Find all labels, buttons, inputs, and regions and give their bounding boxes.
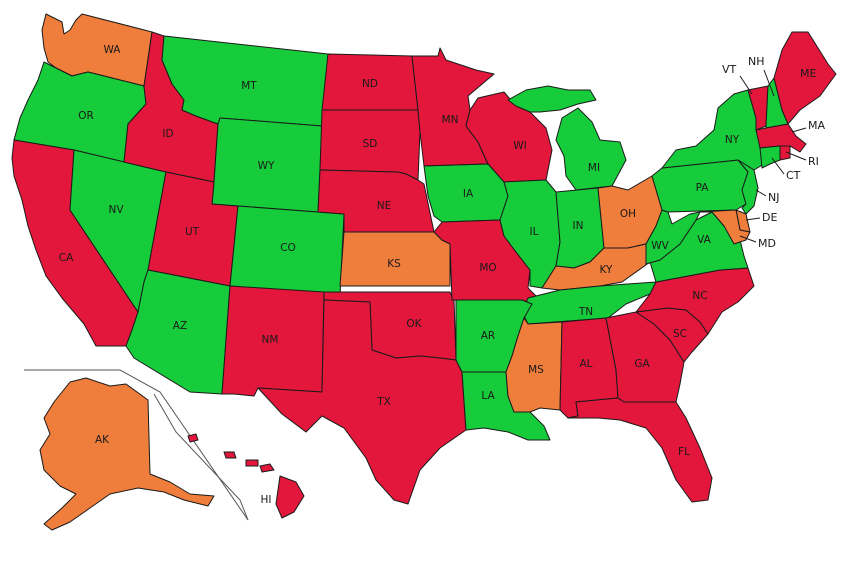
leader-ma (791, 127, 807, 133)
state-label-co: CO (280, 242, 296, 254)
callout-leaders (739, 69, 807, 243)
state-label-md: MD (758, 237, 776, 250)
state-label-wi: WI (513, 140, 526, 152)
state-label-id: ID (162, 128, 173, 140)
state-label-sd: SD (363, 138, 378, 150)
state-label-sc: SC (673, 328, 687, 340)
state-label-ks: KS (387, 258, 401, 270)
state-label-vt: VT (722, 63, 737, 76)
state-label-mi: MI (588, 162, 600, 174)
state-wv[interactable] (645, 209, 701, 265)
leader-md (739, 235, 757, 243)
state-label-wv: WV (651, 240, 669, 252)
state-ak[interactable] (39, 377, 215, 531)
state-label-tn: TN (578, 306, 593, 318)
state-label-me: ME (800, 67, 816, 80)
inset-divider (24, 369, 249, 521)
state-tn[interactable] (521, 281, 657, 325)
state-label-wy: WY (258, 160, 275, 172)
state-fl[interactable] (567, 397, 713, 503)
leader-ri (785, 151, 807, 161)
state-ri[interactable] (779, 145, 791, 161)
state-label-al: AL (579, 358, 592, 370)
leader-ct (771, 157, 785, 175)
state-label-hi: HI (261, 494, 272, 506)
state-labels: WA OR CA ID NV MT WY UT AZ CO NM ND SD NE KS OK TX MN IA MO… (59, 44, 826, 506)
state-label-nh: NH (748, 55, 765, 68)
state-label-de: DE (762, 211, 777, 224)
state-label-ca: CA (59, 252, 74, 264)
state-label-va: VA (697, 234, 712, 246)
state-nj[interactable] (737, 159, 759, 215)
state-label-ma: MA (808, 119, 825, 132)
state-label-fl: FL (678, 446, 690, 458)
state-hi[interactable] (187, 433, 305, 519)
state-label-ar: AR (481, 330, 495, 342)
state-label-nm: NM (262, 334, 279, 346)
state-md[interactable] (699, 209, 751, 245)
state-me[interactable] (773, 31, 837, 125)
state-label-nj: NJ (768, 191, 779, 204)
state-label-ne: NE (377, 200, 392, 212)
state-label-nv: NV (108, 204, 124, 216)
state-label-wa: WA (104, 44, 122, 56)
leader-nh (763, 69, 775, 97)
state-label-in: IN (573, 220, 584, 232)
state-label-or: OR (78, 110, 94, 122)
state-label-ny: NY (725, 134, 740, 146)
state-ne[interactable] (317, 169, 435, 233)
state-label-il: IL (530, 226, 539, 238)
state-label-ms: MS (528, 364, 544, 376)
state-label-ct: CT (786, 169, 801, 182)
state-label-ia: IA (463, 188, 474, 200)
state-label-ak: AK (95, 434, 110, 446)
leader-de (745, 217, 761, 221)
state-label-nd: ND (362, 78, 378, 90)
state-label-tx: TX (376, 396, 391, 408)
state-label-ut: UT (185, 226, 200, 238)
state-label-mn: MN (442, 114, 459, 126)
state-ny[interactable] (661, 89, 765, 171)
state-vt[interactable] (747, 85, 769, 131)
state-mi[interactable] (507, 85, 627, 191)
leader-nj (755, 189, 767, 197)
state-label-ga: GA (634, 358, 650, 370)
state-tx[interactable] (257, 299, 467, 505)
state-label-az: AZ (173, 320, 187, 332)
state-label-la: LA (481, 390, 495, 402)
leader-vt (739, 75, 753, 95)
inset-divider-hawaii (153, 393, 249, 521)
state-label-oh: OH (620, 208, 636, 220)
state-label-mo: MO (479, 262, 496, 274)
state-label-ky: KY (600, 264, 614, 276)
state-label-mt: MT (241, 80, 257, 92)
state-label-pa: PA (696, 182, 710, 194)
state-label-ri: RI (808, 155, 819, 168)
state-label-ok: OK (406, 318, 422, 330)
state-ms[interactable] (505, 317, 563, 413)
state-label-nc: NC (692, 290, 707, 302)
